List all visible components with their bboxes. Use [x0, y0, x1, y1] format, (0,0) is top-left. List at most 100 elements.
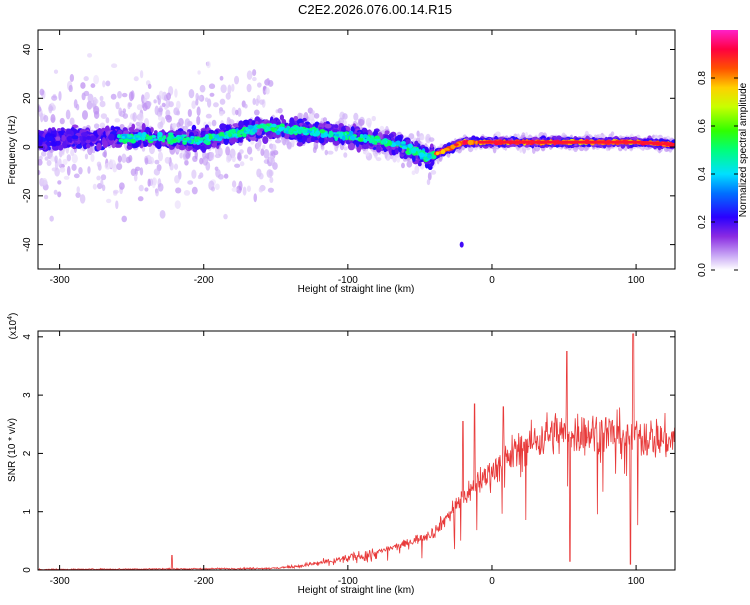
spectrogram-cell-core	[242, 132, 247, 138]
colorbar: 0.00.20.40.60.8 Normalized spectral ampl…	[697, 30, 749, 277]
spectrogram-cell-faint	[270, 157, 276, 167]
spectrogram-ridge-cell	[610, 140, 613, 144]
spectrogram-cell	[102, 140, 108, 149]
spectrogram-cell-faint	[262, 144, 266, 150]
snr-plot-area	[38, 333, 675, 570]
spectrogram-ridge-cell	[524, 140, 527, 144]
spectrogram-cell-faint	[427, 172, 432, 181]
spectrogram-cell-faint	[371, 115, 376, 122]
spectrogram-ylabel: Frequency (Hz)	[7, 116, 18, 185]
spectrogram-ridge-cell	[602, 140, 605, 144]
spectrogram-cell-faint	[164, 114, 172, 120]
spectrogram-ridge-cell	[595, 140, 598, 144]
spectrogram-ridge-cell	[626, 140, 629, 144]
spectrogram-cell-faint	[260, 148, 265, 157]
snr-frame	[37, 330, 676, 571]
spectrogram-cell-faint	[194, 150, 198, 160]
spectrogram-cell	[414, 140, 419, 146]
spectrogram-ridge-cell	[574, 140, 577, 144]
spectrogram-cell-faint	[223, 173, 229, 179]
spectrogram-ridge-cell	[650, 141, 653, 145]
spectrogram-cell-faint	[149, 144, 155, 155]
spectrogram-cell-faint	[395, 152, 401, 163]
spectrogram-cell-faint	[237, 107, 242, 117]
snr-ytick-label: 2	[22, 450, 33, 456]
spectrogram-cell-faint	[174, 200, 181, 209]
spectrogram-cell-faint	[73, 99, 78, 109]
spectrogram-ridge-cell	[565, 140, 568, 144]
spectrogram-cell-faint	[274, 139, 282, 144]
spectrogram-cell-faint	[243, 103, 248, 109]
spectrogram-cell-faint	[219, 110, 224, 117]
spectrogram-cell-faint	[208, 83, 216, 90]
spectrogram-cell	[38, 140, 43, 146]
spectrogram-cell-faint	[39, 88, 45, 96]
spectrogram-cell-faint	[148, 156, 155, 165]
spectrogram-cell-faint	[86, 100, 93, 110]
spectrogram-cell-core	[450, 144, 456, 150]
spectrogram-ridge-cell	[496, 140, 499, 144]
spectrogram-cell-faint	[176, 110, 181, 116]
spectrogram-cell-faint	[266, 169, 273, 178]
spectrogram-cell-faint	[209, 92, 215, 97]
spectrogram-cell-faint	[239, 149, 244, 154]
snr-scale-note: (x104)	[7, 313, 19, 340]
spectrogram-cell-faint	[78, 167, 83, 175]
spectrogram-cell-faint	[134, 166, 141, 172]
spectrogram-ridge-cell	[636, 140, 639, 144]
snr-ytick-label: 4	[22, 334, 33, 340]
spectrogram-cell-core	[315, 130, 321, 136]
spectrogram-cell-faint	[92, 183, 97, 190]
spectrogram-ridge-cell	[498, 140, 501, 144]
spectrogram-cell-faint	[258, 99, 265, 105]
spectrogram-cell-faint	[211, 119, 217, 127]
spectrogram-cell	[296, 141, 303, 147]
spectrogram-cell-faint	[428, 137, 435, 142]
spectrogram-ridge-cell	[586, 140, 589, 144]
spectrogram-cell-core	[401, 146, 408, 150]
spectrogram-ridge-cell	[564, 140, 567, 144]
spectrogram-cell-faint	[159, 209, 166, 219]
spectrogram-cell-faint	[128, 102, 133, 108]
spectrogram-cell	[61, 134, 66, 142]
spectrogram-cell-core	[297, 128, 303, 135]
spectrogram-cell-faint	[115, 101, 120, 110]
spectrogram-cell-faint	[136, 104, 143, 111]
spectrogram-cell	[153, 130, 158, 135]
spectrogram-cell	[89, 135, 97, 142]
spectrogram-cell-core	[157, 131, 163, 138]
spectrogram-cell-faint	[205, 113, 212, 119]
spectrogram-ridge-cell	[484, 140, 487, 144]
spectrogram-cell-faint	[252, 76, 257, 82]
spectrogram-cell-core	[279, 126, 284, 131]
spectrogram-cell-core	[467, 139, 474, 146]
spectrogram-ridge-cell	[545, 140, 548, 144]
spectrogram-cell-faint	[231, 107, 237, 116]
spectrogram-ridge-cell	[581, 140, 584, 144]
spectrogram-cell-core	[237, 134, 243, 138]
spectrogram-ridge-cell	[536, 140, 539, 144]
spectrogram-cell-faint	[43, 115, 49, 123]
colorbar-tick-label: 0.2	[697, 215, 708, 229]
spectrogram-cell-faint	[93, 123, 100, 129]
spectrogram-cell-faint	[426, 179, 431, 186]
spectrogram-ridge-cell	[584, 140, 587, 144]
spectrogram-ridge-cell	[588, 140, 591, 144]
spectrogram-ridge-cell	[624, 140, 627, 144]
spectrogram-ridge-cell	[662, 142, 665, 146]
spectrogram-ridge-cell	[527, 140, 530, 144]
spectrogram-ridge-cell	[529, 140, 532, 144]
spectrogram-cell-core	[203, 139, 209, 144]
spectrogram-cell-faint	[252, 98, 256, 105]
spectrogram-cell-faint	[214, 183, 220, 190]
spectrogram-cell-faint	[93, 98, 99, 104]
spectrogram-cell-core	[172, 138, 177, 143]
spectrogram-cell-faint	[258, 172, 264, 180]
spectrogram-cell-faint	[51, 95, 58, 101]
spectrogram-cell	[50, 141, 57, 147]
spectrogram-cell-faint	[144, 91, 150, 100]
spectrogram-cell-core	[233, 133, 238, 137]
spectrogram-cell	[394, 147, 399, 155]
spectrogram-cell-core	[135, 135, 141, 138]
spectrogram-cell-faint	[322, 117, 328, 123]
